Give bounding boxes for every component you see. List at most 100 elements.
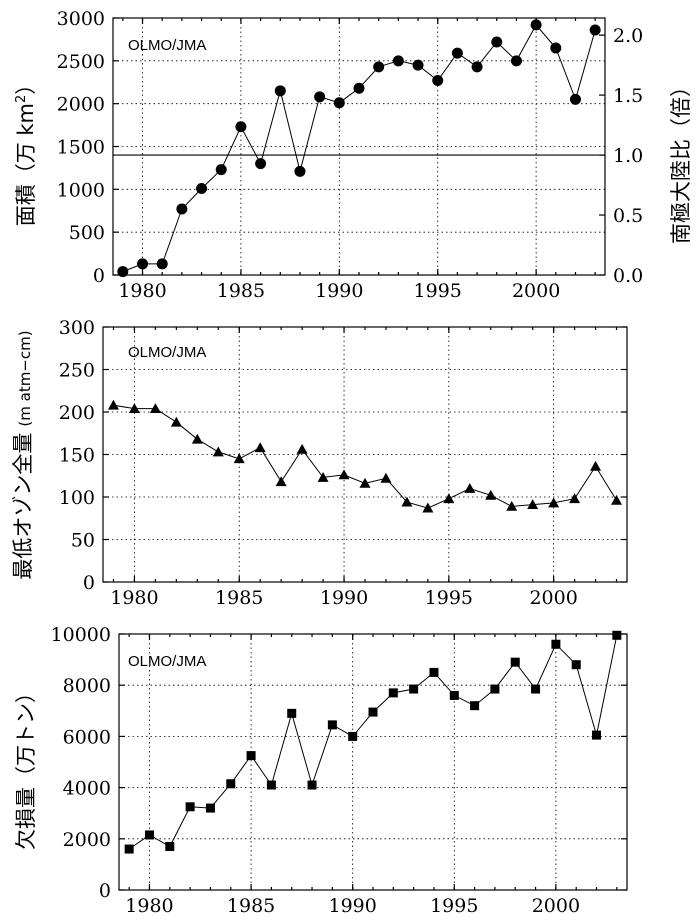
panel-ozone-y-tick-label: 50	[71, 530, 95, 552]
panel-deficit-y-tick-label: 0	[99, 880, 111, 902]
panel-ozone-data-point	[128, 403, 140, 413]
panel-area-data-point	[294, 165, 306, 177]
panel-ozone-data-point	[485, 489, 497, 500]
panel-area-data-point	[412, 59, 424, 71]
panel-area-y2-tick-label: 0.5	[613, 205, 643, 227]
panel-area-data-point	[117, 266, 129, 278]
panel-area-x-tick-label: 1990	[315, 280, 363, 302]
panel-deficit-data-point	[226, 779, 236, 789]
panel-ozone-data-point	[401, 496, 413, 507]
panel-area-y2-tick-label: 2.0	[613, 25, 643, 47]
panel-area-y-tick-label: 3000	[57, 8, 105, 30]
panel-deficit-y-tick-label: 10000	[51, 624, 111, 646]
panel-deficit-x-tick-label: 1980	[125, 895, 173, 917]
panel-area-series-line	[122, 24, 596, 273]
panel-deficit-data-point	[307, 780, 317, 790]
panel-area-data-point	[156, 258, 168, 270]
panel-ozone-series-line	[113, 404, 617, 509]
panel-area-x-tick-label: 1995	[414, 280, 462, 302]
panel-ozone-data-point	[170, 416, 182, 427]
panel-ozone-data-point	[464, 483, 476, 493]
panel-deficit-data-point	[185, 802, 195, 812]
panel-deficit-x-tick-label: 1995	[430, 895, 478, 917]
panel-deficit-frame	[118, 633, 628, 891]
panel-deficit-data-point	[551, 639, 561, 649]
panel-ozone-data-point	[359, 477, 371, 488]
panel-ozone-x-tick-label: 1980	[110, 587, 158, 609]
panel-area-data-point	[392, 55, 404, 67]
panel-deficit-data-point	[510, 657, 520, 667]
panel-area-y-tick-label: 500	[69, 222, 105, 244]
panel-deficit-data-point	[531, 684, 541, 694]
panel-deficit-data-point	[165, 841, 175, 851]
panel-area-data-point	[196, 182, 208, 194]
panel-ozone-data-point	[107, 399, 119, 410]
panel-area-x-tick-label: 1980	[118, 280, 166, 302]
panel-deficit-y-tick-label: 2000	[63, 829, 111, 851]
panel-area-data-point	[432, 75, 444, 87]
panel-area-data-point	[510, 55, 522, 67]
panel-ozone-data-point	[317, 471, 329, 482]
panel-deficit-x-tick-label: 2000	[532, 895, 580, 917]
panel-area-axis-ticks: 1980 1985 1990 1995 2000 0 500 1000 1500 2000 2500…	[57, 8, 644, 302]
panel-area-data-point	[314, 91, 326, 103]
panel-ozone-source-label: OLMO/JMA	[128, 344, 206, 361]
panel-area-y-tick-label: 0	[93, 265, 105, 287]
panel-area-markers	[117, 19, 601, 278]
panel-area-data-point	[451, 47, 463, 59]
panel-ozone-data-point	[527, 499, 539, 510]
panel-deficit-data-point	[409, 684, 419, 694]
panel-ozone-x-tick-label: 1990	[320, 587, 368, 609]
panel-area-y2-axis-label: 南極大陸比（倍）	[669, 76, 693, 244]
panel-deficit-data-point	[144, 830, 154, 840]
panel-deficit-data-point	[429, 667, 439, 677]
panel-area-data-point	[530, 19, 542, 31]
panel-ozone: 1980 1985 1990 1995 2000 0 50 100 150 200 250 300 O…	[11, 317, 628, 609]
panel-area-data-point	[471, 61, 483, 73]
panel-area-y2-tick-label: 0.0	[613, 265, 643, 287]
panel-ozone-y-axis-label: 最低オゾン全量 (m atm−cm)	[11, 330, 35, 579]
panel-area-data-point	[333, 97, 345, 109]
panel-area-y-axis-label: 面積（万 km2）	[14, 74, 38, 227]
panel-ozone-y-tick-label: 200	[59, 402, 95, 424]
panel-area-data-point	[274, 85, 286, 97]
panel-area-data-point	[589, 24, 601, 36]
panel-area-data-point	[215, 164, 227, 176]
panel-deficit-data-point	[246, 751, 256, 761]
panel-ozone-data-point	[338, 469, 350, 480]
panel-ozone-axis-ticks: 1980 1985 1990 1995 2000 0 50 100 150 200 250 300	[59, 317, 627, 609]
panel-area-data-point	[373, 61, 385, 73]
panel-ozone-y-tick-label: 150	[59, 445, 95, 467]
panel-deficit-grid	[119, 634, 627, 890]
panel-ozone-x-tick-label: 2000	[529, 587, 577, 609]
panel-ozone-data-point	[548, 497, 560, 508]
panel-deficit-data-point	[571, 660, 581, 670]
panel-area-y-axis-label-end: ）	[14, 74, 38, 95]
panel-area-y-tick-label: 2000	[57, 94, 105, 116]
panel-deficit-y-axis-label: 欠損量（万トン）	[14, 682, 38, 850]
panel-ozone-y-tick-label: 300	[59, 317, 95, 339]
panel-ozone-y-axis-label-unit: (m atm−cm)	[16, 330, 34, 426]
panel-ozone-data-point	[212, 446, 224, 457]
panel-ozone-data-point	[254, 442, 266, 453]
panel-ozone-y-axis-label-main: 最低オゾン全量	[11, 433, 35, 580]
panel-ozone-x-tick-label: 1985	[215, 587, 263, 609]
panel-deficit-y-tick-label: 8000	[63, 675, 111, 697]
panel-deficit-data-point	[287, 708, 297, 718]
panel-deficit: 1980 1985 1990 1995 2000 0 2000 4000 6000 8000 100…	[14, 624, 628, 917]
panel-ozone-y-tick-label: 0	[83, 572, 95, 594]
panel-deficit-x-tick-label: 1990	[329, 895, 377, 917]
panel-area-y2-tick-label: 1.0	[613, 145, 643, 167]
panel-area-data-point	[176, 203, 188, 215]
panel-area-data-point	[569, 93, 581, 105]
panel-deficit-data-point	[205, 803, 215, 813]
panel-deficit-data-point	[368, 707, 378, 717]
panel-area-y-tick-label: 1500	[57, 137, 105, 159]
panel-deficit-markers	[124, 630, 622, 854]
panel-ozone-data-point	[506, 500, 518, 511]
panel-deficit-source-label: OLMO/JMA	[128, 653, 206, 670]
panel-ozone-data-point	[296, 443, 308, 454]
panel-area-data-point	[137, 258, 149, 270]
panel-area-data-point	[255, 158, 267, 170]
